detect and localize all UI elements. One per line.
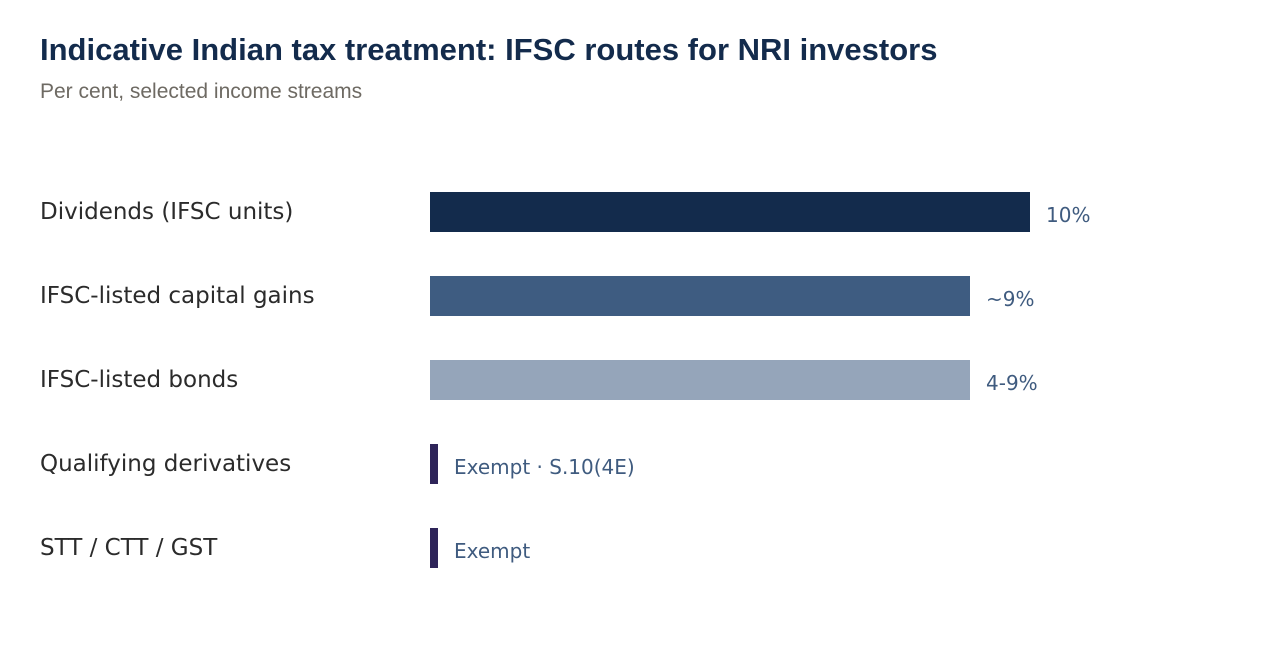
value-label: Exempt · S.10(4E) [454,455,635,479]
value-label: 10% [1046,203,1090,227]
bar [430,528,438,568]
category-label: Dividends (IFSC units) [40,199,293,225]
category-label: STT / CTT / GST [40,535,218,561]
value-label: ~9% [986,287,1035,311]
chart-title: Indicative Indian tax treatment: IFSC ro… [40,32,938,67]
bar [430,444,438,484]
value-label: Exempt [454,539,530,563]
value-label: 4-9% [986,371,1038,395]
bar [430,276,970,316]
category-label: Qualifying derivatives [40,451,291,477]
bar [430,192,1030,232]
category-label: IFSC-listed capital gains [40,283,315,309]
bar [430,360,970,400]
chart-subtitle: Per cent, selected income streams [40,80,363,103]
category-label: IFSC-listed bonds [40,367,238,393]
chart-rows: Dividends (IFSC units) 10% IFSC-listed cap… [40,192,1090,568]
